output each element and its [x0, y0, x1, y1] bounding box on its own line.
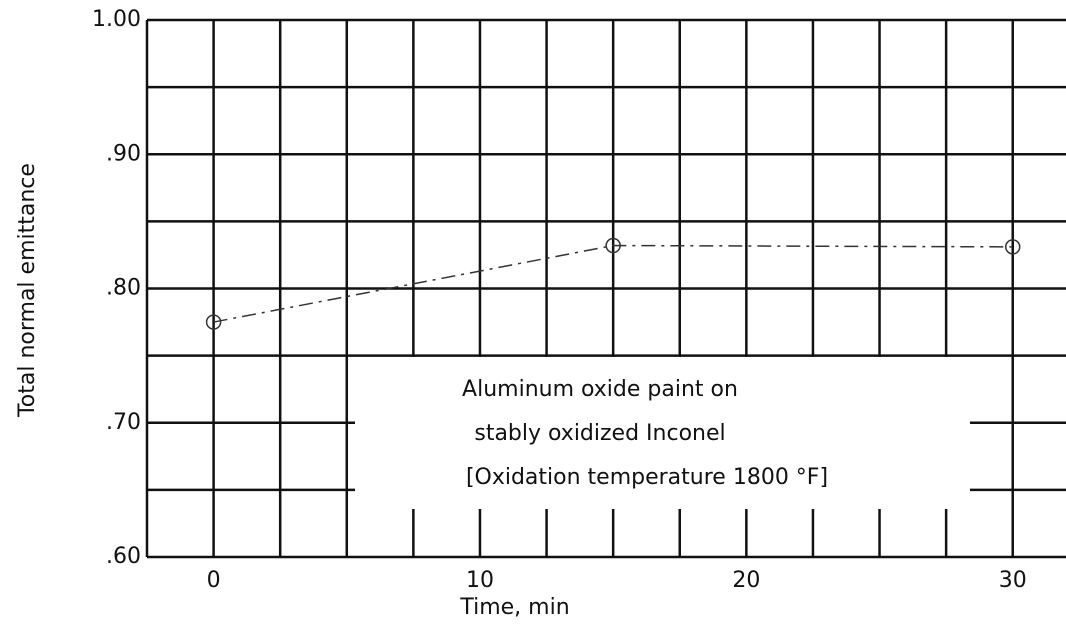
x-tick-label: 0	[207, 568, 221, 593]
data-line	[213, 244, 1013, 323]
y-axis-label: Total normal emittance	[15, 163, 40, 418]
annotation: stably oxidized Inconel	[474, 421, 725, 446]
y-tick-label: .80	[106, 276, 141, 301]
data-point	[205, 314, 222, 330]
annotation: [Oxidation temperature 1800 °F]	[466, 465, 828, 490]
data-point	[1004, 239, 1021, 255]
x-tick-label: 10	[466, 568, 494, 593]
y-tick-label: .70	[106, 410, 141, 435]
x-tick-label: 20	[732, 568, 760, 593]
y-tick-label: 1.00	[92, 7, 141, 32]
y-tick-label: .90	[106, 141, 141, 166]
y-tick-label: .60	[106, 544, 141, 569]
annotation-box	[355, 357, 970, 509]
annotation: Aluminum oxide paint on	[462, 377, 738, 402]
x-tick-label: 30	[999, 568, 1027, 593]
x-axis-label: Time, min	[459, 595, 569, 620]
data-point	[605, 237, 621, 254]
